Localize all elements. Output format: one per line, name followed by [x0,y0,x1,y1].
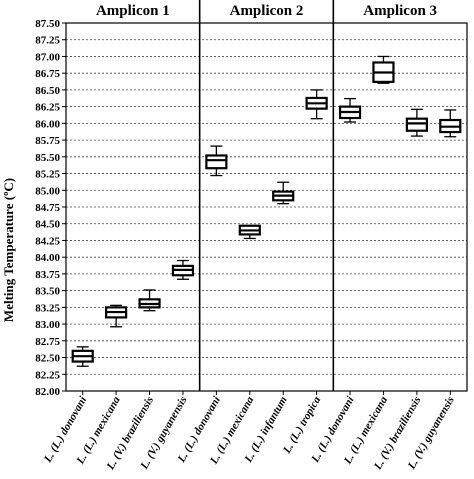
y-tick-label: 86.00 [35,118,60,130]
boxplot-layer [71,55,462,367]
panel-title: Amplicon 3 [363,3,437,19]
box-2-2 [238,224,261,240]
box-3-4 [439,109,462,138]
y-axis-label: Melting Temperature (ºC) [1,178,16,322]
y-tick-label: 83.75 [35,269,60,281]
box-3-1 [338,97,362,123]
panel-title: Amplicon 1 [96,3,170,19]
box-3-3 [405,108,428,137]
y-tick-label: 86.50 [35,85,60,97]
y-tick-label: 82.50 [35,353,60,365]
y-tick-label: 85.00 [35,185,60,197]
y-tick-label: 83.00 [35,319,60,331]
panel-title: Amplicon 2 [230,3,304,19]
grid-layer [66,39,467,375]
y-tick-label: 82.25 [35,369,60,381]
box-iqr [405,117,428,132]
y-tick-label: 84.50 [35,219,60,231]
box-1-3 [138,289,161,312]
box-1-1 [71,346,94,367]
y-tick-label: 85.75 [35,135,60,147]
box-2-4 [305,89,328,120]
y-tick-label: 84.75 [35,202,60,214]
box-2-1 [205,145,228,177]
y-tick-label: 87.25 [35,35,60,47]
y-tick-label: 86.75 [35,68,60,80]
y-tick-label: 85.25 [35,169,60,181]
y-tick-label: 87.50 [35,18,60,30]
y-tick-label: 82.75 [35,336,60,348]
plot-frame [65,0,468,392]
box-3-2 [372,55,395,84]
y-tick-label: 83.50 [35,286,60,298]
y-tick-label: 84.25 [35,235,60,247]
y-tick-label: 82.00 [35,386,60,398]
y-tick-label: 87.00 [35,51,60,63]
y-tick-label: 86.25 [35,102,60,114]
box-2-3 [272,181,295,205]
box-iqr [205,154,228,170]
y-tick-label: 83.25 [35,302,60,314]
box-1-2 [105,304,128,328]
y-tick-label: 85.50 [35,152,60,164]
panel-titles: Amplicon 1 Amplicon 2 Amplicon 3 [96,3,437,19]
y-tick-label: 84.00 [35,252,60,264]
box-1-4 [171,259,195,280]
y-axis-ticks: 82.00 82.25 82.50 82.75 83.00 83.25 83.50 83.75… [35,18,66,398]
